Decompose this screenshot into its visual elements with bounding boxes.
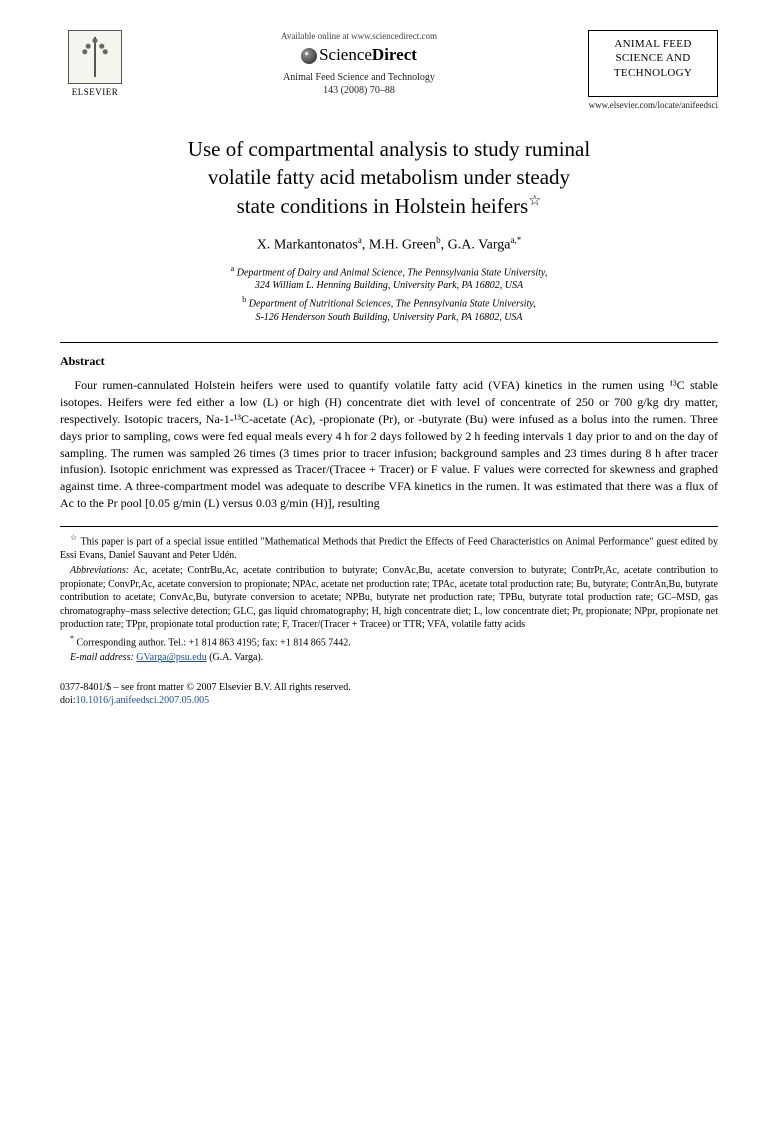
- section-rule: [60, 342, 718, 343]
- footnote-email: E-mail address: GVarga@psu.edu (G.A. Var…: [60, 651, 718, 665]
- elsevier-tree-icon: [68, 30, 122, 84]
- footnote-corresponding: * Corresponding author. Tel.: +1 814 863…: [60, 634, 718, 650]
- doi-label: doi:: [60, 695, 76, 706]
- abstract-heading: Abstract: [60, 353, 718, 369]
- affil-a-sup: a: [231, 264, 235, 273]
- journal-box-wrapper: ANIMAL FEED SCIENCE AND TECHNOLOGY www.e…: [588, 30, 718, 111]
- footnote-star-symbol: ☆: [70, 533, 78, 542]
- author-1-affil: a: [358, 235, 362, 245]
- locate-url: www.elsevier.com/locate/anifeedsci: [588, 99, 718, 111]
- journal-cover-box: ANIMAL FEED SCIENCE AND TECHNOLOGY: [588, 30, 718, 97]
- title-line1: Use of compartmental analysis to study r…: [188, 137, 590, 161]
- abbrev-text: Ac, acetate; ContrBu,Ac, acetate contrib…: [60, 565, 718, 630]
- copyright-block: 0377-8401/$ – see front matter © 2007 El…: [60, 681, 718, 708]
- sd-bold: Direct: [372, 45, 417, 64]
- sciencedirect-ball-icon: [301, 48, 317, 64]
- email-label: E-mail address:: [70, 652, 134, 663]
- issn-line: 0377-8401/$ – see front matter © 2007 El…: [60, 681, 718, 695]
- email-link[interactable]: GVarga@psu.edu: [136, 652, 206, 663]
- affiliation-a: a Department of Dairy and Animal Science…: [60, 264, 718, 293]
- article-title: Use of compartmental analysis to study r…: [90, 135, 688, 220]
- affil-b-sup: b: [242, 295, 246, 304]
- journal-ref-line: 143 (2008) 70–88: [140, 84, 578, 97]
- elsevier-label: ELSEVIER: [72, 86, 119, 98]
- affil-a-line2: 324 William L. Henning Building, Univers…: [255, 280, 523, 291]
- footnotes-block: ☆ This paper is part of a special issue …: [60, 526, 718, 665]
- doi-line: doi:10.1016/j.anifeedsci.2007.05.005: [60, 694, 718, 708]
- author-2-affil: b: [436, 235, 441, 245]
- footnote-star: ☆ This paper is part of a special issue …: [60, 533, 718, 562]
- affil-a-line1: Department of Dairy and Animal Science, …: [237, 267, 548, 278]
- footnote-star-text: This paper is part of a special issue en…: [60, 536, 718, 561]
- journal-box-name: ANIMAL FEED SCIENCE AND TECHNOLOGY: [599, 37, 707, 80]
- elsevier-logo: ELSEVIER: [60, 30, 130, 98]
- corr-text: Corresponding author. Tel.: +1 814 863 4…: [77, 637, 351, 648]
- affil-b-line1: Department of Nutritional Sciences, The …: [249, 298, 536, 309]
- affil-b-line2: S-126 Henderson South Building, Universi…: [255, 312, 522, 323]
- affiliation-b: b Department of Nutritional Sciences, Th…: [60, 295, 718, 324]
- sciencedirect-text: ScienceDirect: [319, 44, 417, 67]
- corr-sup: *: [70, 634, 74, 643]
- email-tail: (G.A. Varga).: [207, 652, 264, 663]
- footnote-abbreviations: Abbreviations: Ac, acetate; ContrBu,Ac, …: [60, 564, 718, 632]
- abstract-body: Four rumen-cannulated Holstein heifers w…: [60, 377, 718, 511]
- author-3: G.A. Varga: [448, 238, 511, 253]
- title-line2: volatile fatty acid metabolism under ste…: [208, 165, 570, 189]
- author-3-corr: *: [517, 235, 522, 245]
- authors-line: X. Markantonatosa, M.H. Greenb, G.A. Var…: [60, 234, 718, 256]
- page-header: ELSEVIER Available online at www.science…: [60, 30, 718, 111]
- title-footnote-star: ☆: [528, 193, 541, 209]
- author-2: M.H. Green: [369, 238, 436, 253]
- abbrev-label: Abbreviations:: [70, 565, 129, 576]
- author-1: X. Markantonatos: [257, 238, 358, 253]
- sciencedirect-logo: ScienceDirect: [301, 44, 417, 67]
- title-line3: state conditions in Holstein heifers: [237, 194, 529, 218]
- sd-light: Science: [319, 45, 372, 64]
- journal-name-line: Animal Feed Science and Technology: [140, 71, 578, 84]
- available-online-text: Available online at www.sciencedirect.co…: [140, 30, 578, 42]
- doi-link[interactable]: 10.1016/j.anifeedsci.2007.05.005: [76, 695, 210, 706]
- center-header: Available online at www.sciencedirect.co…: [130, 30, 588, 97]
